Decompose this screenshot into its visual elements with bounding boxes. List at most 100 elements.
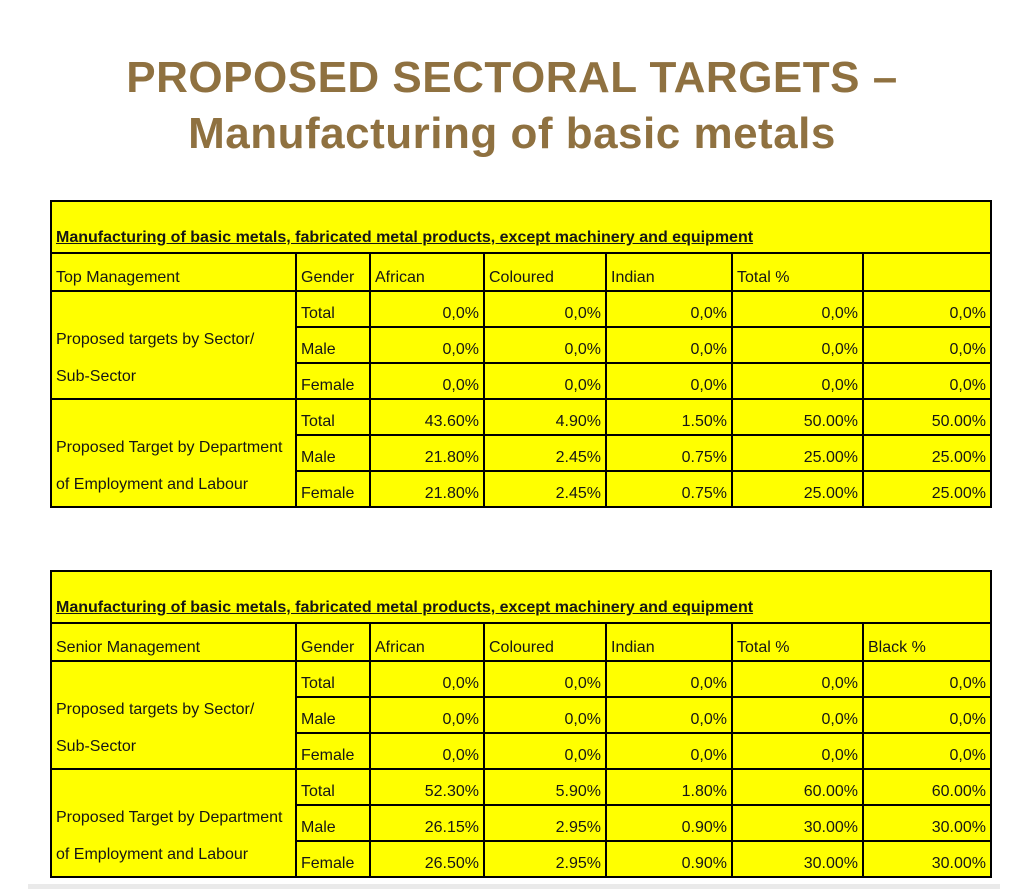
table-row: Female 26.50% 2.95% 0.90% 30.00% 30.00%	[51, 840, 992, 878]
section-label-line: Proposed targets by Sector/	[56, 701, 255, 718]
gender-cell: Total	[295, 290, 371, 328]
table-row: Female 21.80% 2.45% 0.75% 25.00% 25.00%	[51, 470, 992, 508]
value-cell: 0,0%	[369, 290, 485, 328]
section-label: Proposed Target by Department of Employme…	[50, 398, 297, 508]
column-header-african: African	[369, 622, 485, 662]
value-cell: 0,0%	[605, 290, 733, 328]
value-cell: 0,0%	[731, 660, 864, 698]
value-cell: 1.80%	[605, 768, 733, 806]
value-cell: 26.15%	[369, 804, 485, 842]
value-cell: 4.90%	[483, 398, 607, 436]
section-label-line: Sub-Sector	[56, 367, 137, 385]
gender-cell: Female	[295, 732, 371, 770]
value-cell: 50.00%	[731, 398, 864, 436]
column-header-african: African	[369, 252, 485, 292]
value-cell: 30.00%	[731, 840, 864, 878]
table-row: Manufacturing of basic metals, fabricate…	[50, 200, 992, 254]
table-row: Male 0,0% 0,0% 0,0% 0,0% 0,0%	[51, 696, 992, 734]
table-row: Top Management Gender African Coloured India…	[50, 252, 992, 292]
section-label-line: Proposed Target by Department	[56, 809, 283, 826]
value-cell: 0,0%	[605, 696, 733, 734]
page-title-line2: Manufacturing of basic metals	[188, 109, 836, 158]
table-row: Female 0,0% 0,0% 0,0% 0,0% 0,0%	[51, 732, 992, 770]
table-title-cell: Manufacturing of basic metals, fabricate…	[50, 200, 992, 254]
gender-cell: Female	[295, 362, 371, 400]
value-cell: 2.95%	[483, 804, 607, 842]
gender-cell: Female	[295, 470, 371, 508]
value-cell: 0,0%	[731, 696, 864, 734]
value-cell: 30.00%	[731, 804, 864, 842]
gender-cell: Total	[295, 398, 371, 436]
value-cell: 0,0%	[605, 326, 733, 364]
section-label-line: Sub-Sector	[56, 737, 137, 755]
value-cell: 0,0%	[731, 362, 864, 400]
value-cell: 26.50%	[369, 840, 485, 878]
column-header-blank	[862, 252, 992, 292]
value-cell: 25.00%	[731, 470, 864, 508]
gender-cell: Male	[295, 434, 371, 472]
value-cell: 50.00%	[862, 398, 992, 436]
value-cell: 0,0%	[862, 732, 992, 770]
value-cell: 0,0%	[731, 326, 864, 364]
value-cell: 0,0%	[369, 696, 485, 734]
value-cell: 25.00%	[731, 434, 864, 472]
table-top-management: Manufacturing of basic metals, fabricate…	[50, 200, 992, 508]
gender-cell: Total	[295, 768, 371, 806]
table-row: Proposed Target by Department of Employme…	[50, 768, 992, 878]
value-cell: 0,0%	[369, 660, 485, 698]
value-cell: 5.90%	[483, 768, 607, 806]
value-cell: 0,0%	[483, 326, 607, 364]
value-cell: 0,0%	[483, 290, 607, 328]
column-header-indian: Indian	[605, 252, 733, 292]
column-header-gender: Gender	[295, 252, 371, 292]
value-cell: 0,0%	[862, 290, 992, 328]
value-cell: 0,0%	[483, 362, 607, 400]
section-label: Proposed targets by Sector/Sub-Sector	[50, 660, 297, 770]
column-header-coloured: Coloured	[483, 252, 607, 292]
value-cell: 0.90%	[605, 840, 733, 878]
column-header-coloured: Coloured	[483, 622, 607, 662]
table-row: Proposed targets by Sector/Sub-Sector Tot…	[50, 660, 992, 770]
section-label-line: Proposed targets by Sector/	[56, 331, 255, 348]
table-title-cell: Manufacturing of basic metals, fabricate…	[50, 570, 992, 624]
table-row: Manufacturing of basic metals, fabricate…	[50, 570, 992, 624]
value-cell: 0,0%	[369, 362, 485, 400]
value-cell: 0,0%	[862, 696, 992, 734]
value-cell: 0,0%	[605, 362, 733, 400]
value-cell: 25.00%	[862, 470, 992, 508]
value-cell: 2.45%	[483, 470, 607, 508]
section-label-line: of Employment and Labour	[56, 845, 249, 863]
column-header-black: Black %	[862, 622, 992, 662]
value-cell: 0,0%	[731, 732, 864, 770]
table-row: Senior Management Gender African Coloured In…	[50, 622, 992, 662]
value-cell: 0.90%	[605, 804, 733, 842]
value-cell: 0,0%	[483, 660, 607, 698]
value-cell: 0.75%	[605, 470, 733, 508]
gender-cell: Male	[295, 804, 371, 842]
table-row: Male 21.80% 2.45% 0.75% 25.00% 25.00%	[51, 434, 992, 472]
management-level-cell: Senior Management	[50, 622, 297, 662]
section-label: Proposed Target by Department of Employme…	[50, 768, 297, 878]
value-cell: 0,0%	[483, 696, 607, 734]
bottom-edge-strip	[28, 884, 1000, 889]
table-row: Male 0,0% 0,0% 0,0% 0,0% 0,0%	[51, 326, 992, 364]
gender-cell: Female	[295, 840, 371, 878]
gender-cell: Male	[295, 326, 371, 364]
value-cell: 0.75%	[605, 434, 733, 472]
table-row: Female 0,0% 0,0% 0,0% 0,0% 0,0%	[51, 362, 992, 400]
value-cell: 25.00%	[862, 434, 992, 472]
column-header-gender: Gender	[295, 622, 371, 662]
management-level-cell: Top Management	[50, 252, 297, 292]
value-cell: 21.80%	[369, 434, 485, 472]
value-cell: 30.00%	[862, 804, 992, 842]
column-header-total: Total %	[731, 622, 864, 662]
value-cell: 0,0%	[862, 660, 992, 698]
value-cell: 2.45%	[483, 434, 607, 472]
value-cell: 52.30%	[369, 768, 485, 806]
table-row: Proposed targets by Sector/Sub-Sector Tot…	[50, 290, 992, 400]
value-cell: 0,0%	[862, 362, 992, 400]
value-cell: 0,0%	[483, 732, 607, 770]
page-title-line1: PROPOSED SECTORAL TARGETS –	[126, 53, 898, 102]
gender-cell: Male	[295, 696, 371, 734]
